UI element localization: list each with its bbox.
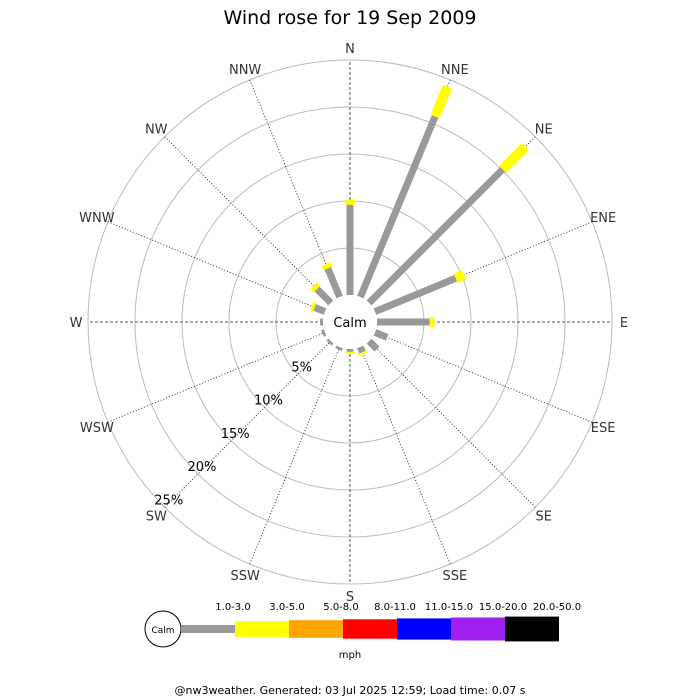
direction-spokes [88, 60, 612, 584]
bar-wnw-1 [310, 301, 317, 312]
legend-swatch [397, 618, 451, 640]
spoke-nnw [249, 79, 341, 298]
bar-nnw-1 [321, 262, 333, 271]
calm-label: Calm [333, 316, 366, 331]
direction-label: WNW [79, 211, 115, 226]
direction-label: SSW [230, 569, 260, 584]
ring-label: 5% [291, 360, 312, 375]
direction-label: NNW [229, 63, 261, 78]
spoke-wnw [107, 221, 326, 313]
grid-ring [87, 59, 613, 585]
ring-labels: 5% 10% 15% 20% 25% [154, 360, 312, 508]
bar-nne-1 [430, 84, 453, 119]
spoke-ssw [249, 346, 341, 565]
bar-wsw-0 [321, 329, 327, 337]
bar-nne-0 [357, 115, 439, 299]
direction-label: N [345, 42, 355, 57]
direction-label: ENE [590, 211, 616, 226]
direction-label: NE [535, 122, 553, 137]
legend-swatch [289, 620, 343, 638]
spoke-sw [164, 340, 332, 508]
legend-swatch [235, 621, 289, 637]
direction-label: NNE [441, 63, 469, 78]
legend-label: 8.0-11.0 [374, 602, 416, 613]
direction-label: ESE [591, 421, 616, 436]
legend-calm-label: Calm [151, 626, 174, 636]
direction-label: E [620, 316, 628, 331]
ring-label: 15% [221, 427, 250, 442]
chart-title: Wind rose for 19 Sep 2009 [223, 7, 476, 29]
direction-label: W [70, 316, 83, 331]
direction-label: SW [146, 510, 167, 525]
ring-label: 10% [254, 394, 283, 409]
direction-label: NW [145, 122, 168, 137]
bar-sse-0 [357, 345, 366, 354]
ring-label: 20% [188, 460, 217, 475]
bar-nw-0 [314, 286, 334, 306]
bar-nnw-0 [324, 267, 343, 299]
direction-label: S [346, 590, 354, 605]
legend-label: 11.0-15.0 [425, 602, 473, 613]
spoke-se [368, 340, 536, 508]
legend-label: 15.0-20.0 [479, 602, 527, 613]
spoke-sse [359, 346, 451, 565]
legend-swatch [343, 619, 397, 639]
direction-labels: N NNE NE ENE E ESE SE SSE S SSW SW WSW W WNW NW NNW [70, 42, 629, 605]
bar-nw-1 [310, 282, 321, 293]
calm-circle: Calm [323, 295, 377, 349]
bar-ne-0 [366, 166, 506, 306]
footer-text: @nw3weather. Generated: 03 Jul 2025 12:5… [175, 684, 526, 697]
bar-wnw-0 [313, 304, 327, 315]
legend-label: 20.0-50.0 [533, 602, 581, 613]
bar-sse-1 [357, 350, 368, 356]
bar-ene-1 [453, 269, 467, 283]
legend: Calm 1.0-3.0 3.0-5.0 5.0-8.0 8.0-11.0 11.0-15… [144, 602, 581, 661]
spoke-nw [164, 136, 332, 304]
legend-swatch [505, 616, 559, 642]
bar-se-0 [366, 338, 380, 352]
legend-label: 1.0-3.0 [215, 602, 250, 613]
legend-label: 3.0-5.0 [269, 602, 304, 613]
legend-swatch [181, 625, 235, 633]
direction-label: SSE [442, 569, 467, 584]
spoke-wsw [107, 331, 326, 423]
bar-ne-1 [499, 143, 529, 173]
bar-ene-0 [373, 274, 458, 315]
bar-ssw-0 [335, 345, 343, 351]
direction-label: WSW [80, 421, 114, 436]
bar-ese-0 [373, 329, 389, 341]
legend-swatch [451, 617, 505, 641]
legend-label: 5.0-8.0 [323, 602, 358, 613]
spoke-ese [374, 331, 593, 423]
bar-sw-0 [326, 338, 334, 346]
direction-label: SE [536, 510, 552, 525]
legend-unit: mph [339, 650, 361, 661]
calm-fill [323, 295, 377, 349]
ring-label: 25% [154, 493, 183, 508]
wind-bars [310, 84, 529, 356]
